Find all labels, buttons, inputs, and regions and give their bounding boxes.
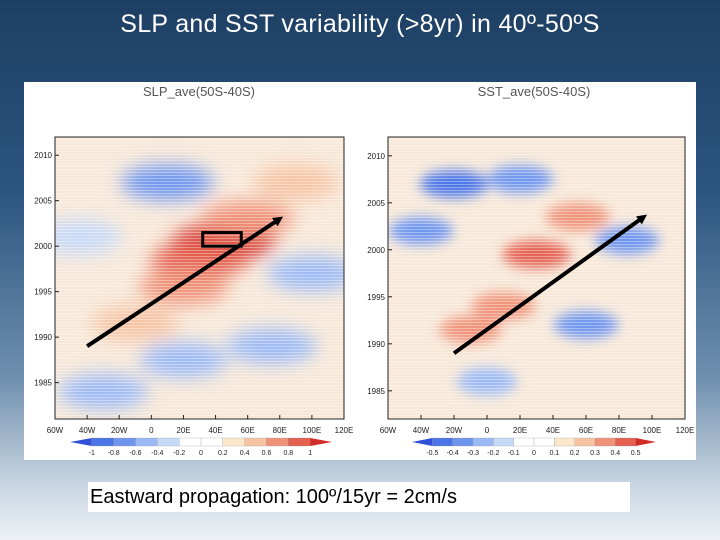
- colorbar-tick-label: -1: [89, 450, 95, 457]
- colorbar-end: [70, 438, 92, 446]
- colorbar-tick-label: 0.4: [240, 450, 250, 457]
- x-tick-label: 20W: [111, 426, 128, 435]
- chart-title: SST_ave(50S-40S): [478, 84, 591, 99]
- colorbar-swatch: [574, 437, 596, 447]
- figure-panel: SLP_ave(50S-40S) 2010 2005 2000 1995 1990 1985…: [24, 82, 696, 460]
- heatmap-stripes: [388, 137, 685, 419]
- colorbar-tick-label: 0: [199, 450, 203, 457]
- colorbar-tick-label: -0.2: [487, 450, 499, 457]
- x-tick-label: 20E: [513, 426, 527, 435]
- y-tick-label: 2010: [367, 152, 385, 161]
- colorbar-swatch: [91, 437, 114, 447]
- colorbar-swatch: [554, 437, 575, 447]
- heatmap-stripes: [55, 137, 344, 419]
- colorbar-swatch: [244, 437, 267, 447]
- x-tick-label: 80E: [273, 426, 287, 435]
- colorbar-swatch: [157, 437, 180, 447]
- colorbar-tick-label: 0.5: [631, 450, 641, 457]
- colorbar-end: [412, 438, 433, 446]
- heatmap-field: [55, 137, 344, 419]
- colorbar-swatch: [266, 437, 289, 447]
- colorbar-swatch: [179, 437, 202, 447]
- y-tick-label: 1985: [34, 379, 52, 388]
- y-tick-label: 2005: [34, 197, 52, 206]
- x-tick-label: 100E: [303, 426, 322, 435]
- x-tick-label: 40E: [208, 426, 222, 435]
- colorbar-end: [635, 438, 656, 446]
- colorbar-swatch: [200, 437, 223, 447]
- colorbar-tick-label: -0.1: [508, 450, 520, 457]
- colorbar-tick-label: -0.6: [129, 450, 141, 457]
- colorbar-tick-label: -0.2: [173, 450, 185, 457]
- colorbar-tick-label: -0.3: [467, 450, 479, 457]
- x-tick-label: 80E: [612, 426, 626, 435]
- colorbar-swatch: [533, 437, 555, 447]
- y-tick-label: 2000: [367, 246, 385, 255]
- x-tick-label: 40W: [79, 426, 96, 435]
- x-tick-label: 20E: [176, 426, 190, 435]
- colorbar-tick-label: 0.8: [283, 450, 293, 457]
- y-tick-label: 2010: [34, 151, 52, 160]
- colorbar-swatch: [222, 437, 245, 447]
- colorbar-tick-label: 0.2: [570, 450, 580, 457]
- x-tick-label: 0: [149, 426, 154, 435]
- x-tick-label: 40W: [413, 426, 430, 435]
- slide-title: SLP and SST variability (>8yr) in 40º-50…: [120, 10, 600, 38]
- x-tick-label: 60E: [579, 426, 593, 435]
- x-tick-label: 0: [485, 426, 490, 435]
- colorbar-tick-label: 1: [308, 450, 312, 457]
- colorbar: -1 -0.8 -0.6 -0.4 -0.2 0 0.2 0.4 0.6 0.8 1: [70, 437, 332, 457]
- colorbar-swatch: [432, 437, 453, 447]
- colorbar-tick-label: -0.5: [426, 450, 438, 457]
- colorbar: -0.5 -0.4 -0.3 -0.2 -0.1 0 0.1 0.2 0.3 0.4 0.5: [412, 437, 656, 457]
- colorbar-tick-label: -0.4: [447, 450, 459, 457]
- plot-frame: [54, 136, 345, 420]
- colorbar-tick-label: 0.3: [590, 450, 600, 457]
- colorbar-tick-label: 0.2: [218, 450, 228, 457]
- x-tick-label: 60W: [380, 426, 397, 435]
- colorbar-swatch: [493, 437, 514, 447]
- highlight-box: [201, 231, 243, 248]
- chart-panel-1: SLP_ave(50S-40S) 2010 2005 2000 1995 1990 1985…: [34, 84, 354, 457]
- y-tick-label: 2000: [34, 242, 52, 251]
- colorbar-tick-label: -0.8: [108, 450, 120, 457]
- colorbar-swatch: [113, 437, 136, 447]
- x-tick-label: 60W: [47, 426, 64, 435]
- colorbar-swatch: [594, 437, 616, 447]
- propagation-arrow: [452, 214, 647, 355]
- chart-panel-2: SST_ave(50S-40S) 2010 2005 2000 1995 1990 1985…: [367, 84, 694, 457]
- chart-title: SLP_ave(50S-40S): [143, 84, 255, 99]
- x-tick-label: 120E: [335, 426, 354, 435]
- caption-box: Eastward propagation: 100º/15yr = 2cm/s: [88, 482, 630, 512]
- x-tick-label: 40E: [546, 426, 560, 435]
- colorbar-swatch: [288, 437, 311, 447]
- colorbar-swatch: [135, 437, 158, 447]
- colorbar-tick-label: 0.1: [549, 450, 559, 457]
- colorbar-swatch: [615, 437, 636, 447]
- propagation-arrow: [86, 216, 284, 348]
- colorbar-swatch: [513, 437, 535, 447]
- y-tick-label: 1990: [367, 340, 385, 349]
- x-tick-label: 20W: [446, 426, 463, 435]
- x-tick-label: 60E: [241, 426, 255, 435]
- x-tick-label: 100E: [643, 426, 662, 435]
- colorbar-tick-label: 0.4: [610, 450, 620, 457]
- colorbar-tick-label: 0: [532, 450, 536, 457]
- plot-frame: [387, 136, 686, 420]
- y-tick-label: 1995: [34, 288, 52, 297]
- colorbar-tick-label: -0.4: [151, 450, 163, 457]
- colorbar-swatch: [472, 437, 494, 447]
- colorbar-tick-label: 0.6: [262, 450, 272, 457]
- colorbar-end: [310, 438, 332, 446]
- y-tick-label: 1990: [34, 333, 52, 342]
- x-tick-label: 120E: [676, 426, 695, 435]
- colorbar-swatch: [452, 437, 474, 447]
- y-tick-label: 2005: [367, 199, 385, 208]
- y-tick-label: 1985: [367, 387, 385, 396]
- heatmap-figure: SLP_ave(50S-40S) 2010 2005 2000 1995 1990 1985…: [34, 84, 694, 457]
- heatmap-field: [388, 137, 685, 419]
- y-tick-label: 1995: [367, 293, 385, 302]
